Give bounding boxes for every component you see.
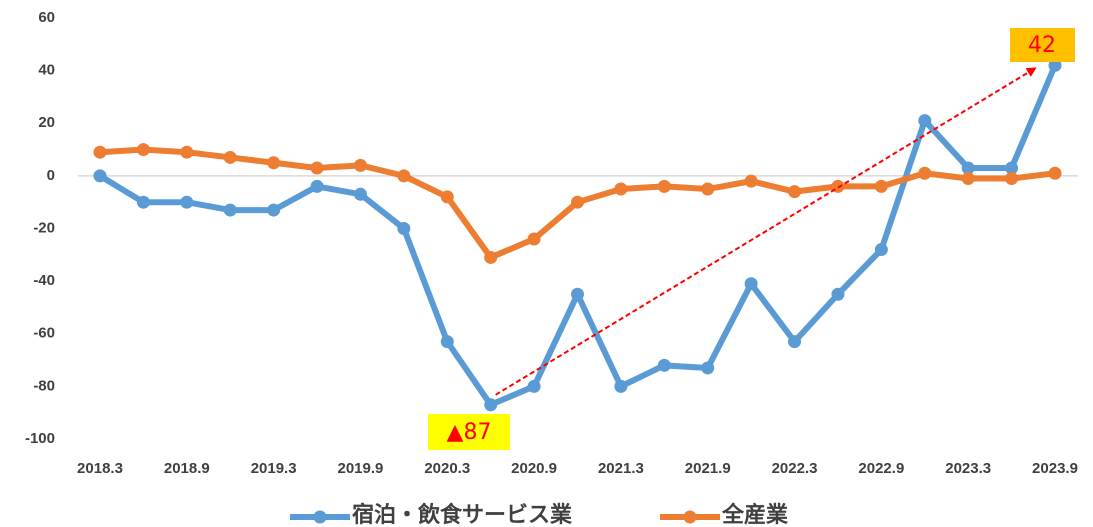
y-tick-label: -20 — [33, 219, 55, 236]
point — [918, 114, 932, 128]
x-tick-label: 2020.3 — [424, 460, 470, 477]
point — [527, 232, 541, 246]
point — [93, 169, 107, 183]
x-tick-label: 2022.3 — [772, 460, 818, 477]
legend-label: 宿泊・飲食サービス業 — [352, 502, 573, 527]
point — [1005, 172, 1019, 186]
legend-label: 全産業 — [721, 502, 789, 527]
point — [223, 150, 237, 164]
point — [788, 185, 802, 199]
point — [701, 361, 715, 375]
point — [1048, 166, 1062, 180]
x-tick-label: 2020.9 — [511, 460, 557, 477]
legend-marker — [313, 510, 327, 524]
point — [1048, 58, 1062, 72]
point — [397, 222, 411, 235]
point — [353, 158, 367, 172]
point — [961, 172, 975, 186]
point — [961, 161, 975, 175]
point — [614, 379, 628, 393]
x-tick-label: 2019.3 — [251, 460, 297, 477]
point — [657, 358, 671, 372]
point — [353, 187, 367, 201]
point — [571, 287, 584, 301]
x-tick-label: 2021.3 — [598, 460, 644, 477]
point — [180, 195, 194, 209]
x-tick-label: 2019.9 — [338, 460, 384, 477]
point — [397, 169, 411, 183]
point — [831, 287, 845, 301]
point — [267, 203, 281, 217]
point — [180, 145, 194, 159]
point — [136, 195, 150, 209]
point — [571, 195, 584, 209]
x-tick-label: 2023.3 — [945, 460, 991, 477]
point — [744, 277, 758, 291]
point — [614, 182, 628, 196]
annotation: 42 — [1028, 33, 1056, 58]
point — [874, 243, 888, 257]
point — [267, 156, 281, 170]
point — [1005, 161, 1019, 175]
point — [874, 179, 888, 193]
point — [657, 179, 671, 193]
point — [310, 179, 324, 193]
legend-marker — [683, 510, 697, 524]
point — [744, 174, 758, 188]
annotation: ▲87 — [447, 420, 492, 445]
annotation-box — [428, 414, 510, 450]
y-tick-label: 40 — [38, 62, 55, 79]
point — [527, 379, 541, 393]
x-tick-label: 2018.3 — [77, 460, 123, 477]
point — [788, 335, 802, 349]
point — [918, 166, 932, 180]
point — [440, 190, 454, 204]
y-tick-label: 0 — [47, 167, 55, 184]
y-tick-label: 60 — [38, 9, 55, 26]
y-tick-label: -100 — [25, 430, 55, 447]
point — [310, 161, 324, 175]
x-tick-label: 2023.9 — [1032, 460, 1078, 477]
point — [93, 145, 107, 159]
point — [701, 182, 715, 196]
x-tick-label: 2022.9 — [858, 460, 904, 477]
series-line — [98, 64, 1058, 408]
y-tick-label: -40 — [33, 272, 55, 289]
annotation-box — [1010, 28, 1075, 62]
y-tick-label: -60 — [33, 325, 55, 342]
point — [484, 398, 498, 412]
trend-arrow — [495, 67, 1037, 396]
x-tick-label: 2021.9 — [685, 460, 731, 477]
y-tick-label: -80 — [33, 377, 55, 394]
point — [136, 143, 150, 157]
y-tick-label: 20 — [38, 114, 55, 131]
point — [440, 335, 454, 349]
x-tick-label: 2018.9 — [164, 460, 210, 477]
point — [223, 203, 237, 217]
point — [484, 250, 498, 264]
